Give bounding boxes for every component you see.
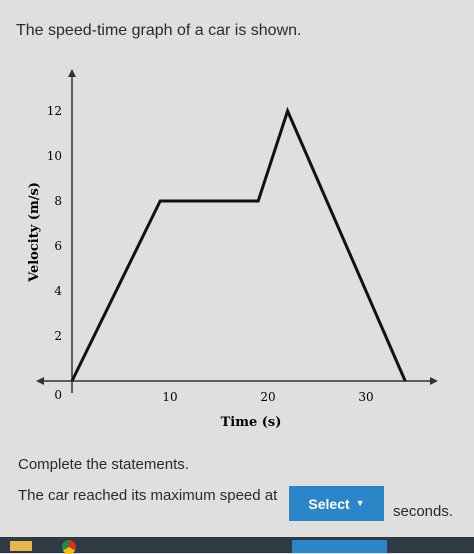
chevron-down-icon: ▼ bbox=[355, 498, 365, 508]
y-tick-label: 6 bbox=[54, 239, 62, 253]
speed-time-graph: 10 20 30 2 4 6 8 10 12 0 Time (s) Velocity (m/s) bbox=[27, 69, 438, 430]
y-axis-arrow-up bbox=[68, 69, 76, 77]
statement-prefix: The car reached its maximum speed at bbox=[18, 487, 278, 504]
file-explorer-icon[interactable] bbox=[10, 541, 32, 551]
y-tick-label: 12 bbox=[47, 104, 62, 118]
y-tick-label: 2 bbox=[54, 329, 62, 343]
instructions-text: Complete the statements. bbox=[18, 456, 189, 473]
select-dropdown[interactable]: Select ▼ bbox=[289, 486, 384, 521]
x-axis-arrow-right bbox=[430, 377, 438, 385]
x-tick-label: 20 bbox=[260, 390, 275, 404]
axes bbox=[36, 69, 438, 393]
y-tick-label: 4 bbox=[54, 284, 62, 298]
question-text: The speed-time graph of a car is shown. bbox=[16, 22, 302, 39]
x-tick-label: 10 bbox=[162, 390, 177, 404]
chrome-icon[interactable] bbox=[62, 540, 76, 554]
y-axis-label: Velocity (m/s) bbox=[27, 182, 42, 283]
x-axis-arrow-left bbox=[36, 377, 44, 385]
y-tick-label: 10 bbox=[47, 149, 62, 163]
tick-labels: 10 20 30 2 4 6 8 10 12 0 bbox=[47, 104, 374, 404]
taskbar-active-item[interactable] bbox=[292, 540, 387, 553]
y-tick-label: 8 bbox=[54, 194, 62, 208]
x-axis-label: Time (s) bbox=[221, 415, 282, 430]
velocity-line bbox=[70, 106, 407, 382]
taskbar bbox=[0, 537, 474, 554]
origin-label: 0 bbox=[54, 388, 62, 402]
x-tick-label: 30 bbox=[358, 390, 373, 404]
statement-suffix: seconds. bbox=[393, 503, 454, 520]
select-label: Select bbox=[308, 495, 350, 512]
